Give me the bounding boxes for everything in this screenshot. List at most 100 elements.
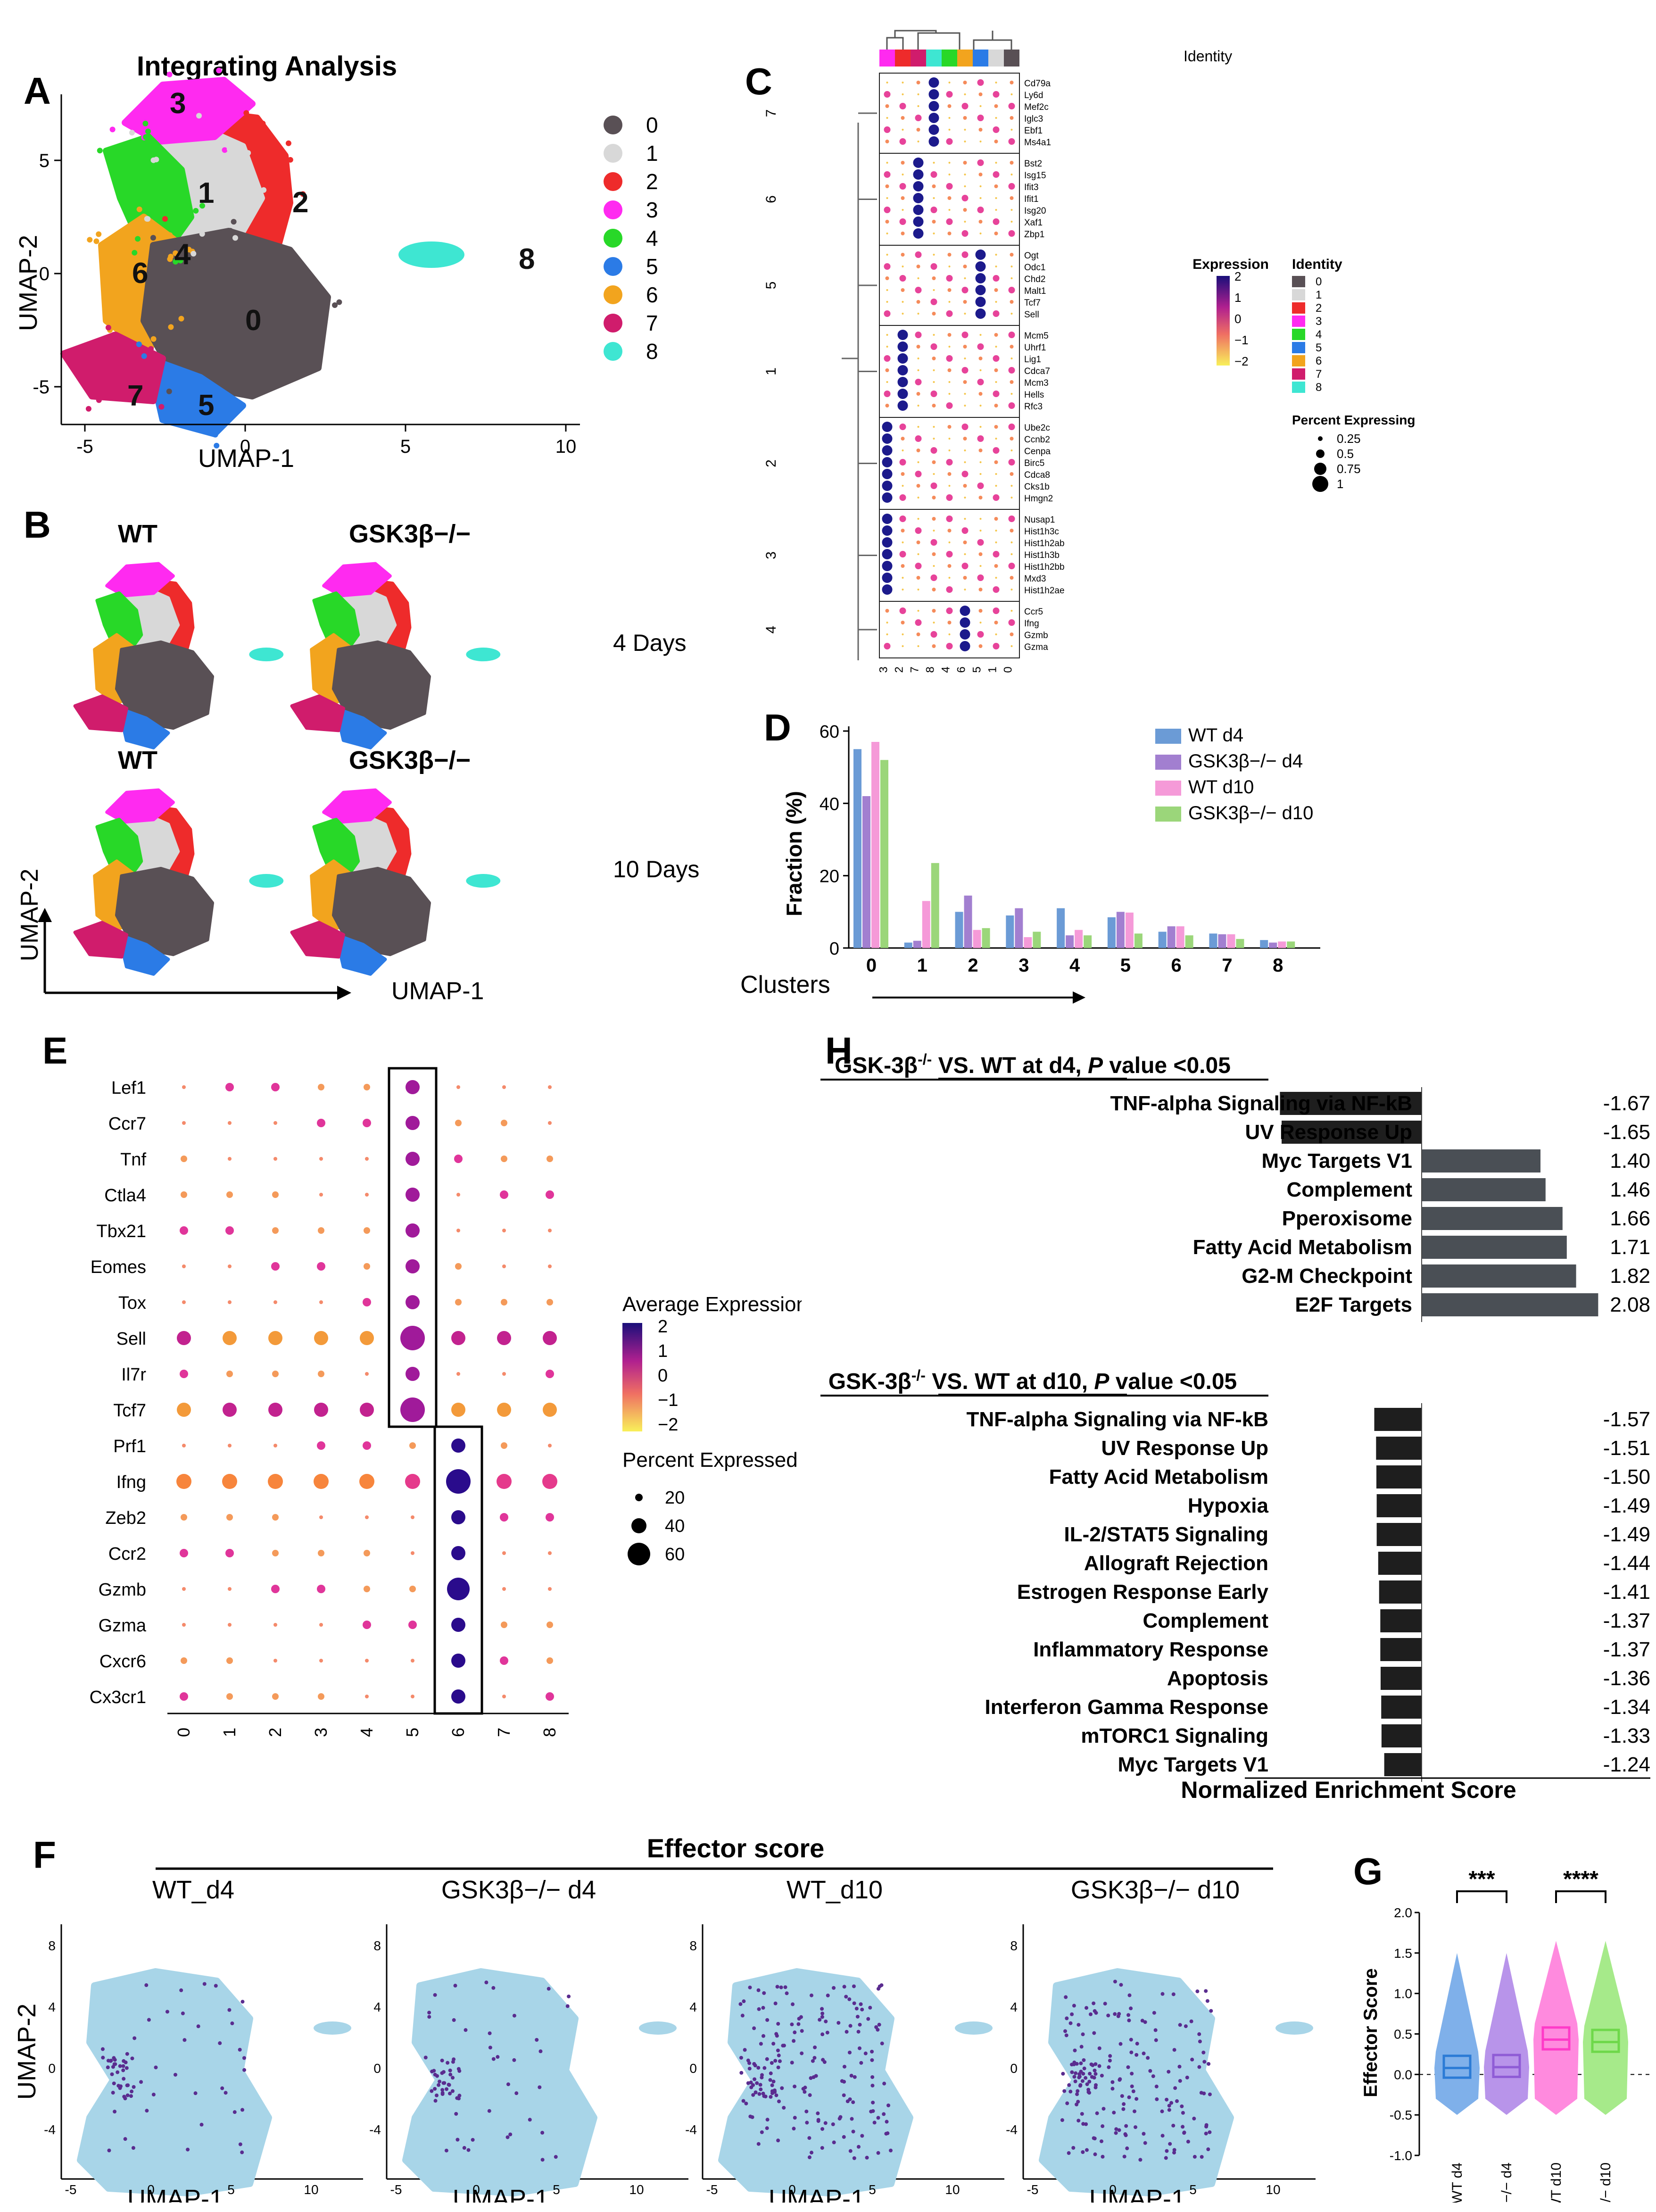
c-dot [964, 589, 966, 590]
f-effector-cell [1117, 2012, 1121, 2016]
f-effector-cell [747, 2061, 752, 2065]
c-dot [930, 343, 937, 350]
c-dot [948, 117, 951, 119]
e-dot [318, 1084, 324, 1090]
f-effector-cell [1081, 2150, 1085, 2154]
e-dot [228, 1157, 232, 1161]
f-effector-cell [753, 2090, 758, 2095]
f-effector-cell [1208, 2092, 1212, 2096]
a-cell-dot [199, 231, 205, 237]
c-gene-label: Isg15 [1024, 171, 1046, 181]
f-effector-cell [445, 2087, 449, 2091]
e-pct-label-40: 40 [665, 1516, 685, 1536]
c-dot [897, 365, 908, 375]
f-effector-cell [107, 2148, 111, 2153]
c-dot [947, 425, 952, 429]
f-effector-cell [792, 2127, 796, 2131]
c-dot [946, 459, 953, 466]
c-dot [899, 551, 906, 557]
f-effector-cell [791, 2002, 795, 2006]
f-effector-cell [1117, 2128, 1121, 2132]
f-effector-cell [132, 2036, 137, 2040]
f-effector-cell [1065, 2016, 1069, 2021]
a-cluster-label-4: 4 [174, 238, 191, 271]
e-dot [181, 1156, 187, 1162]
a-cell-dot [116, 183, 122, 190]
f-effector-cell [1160, 2134, 1165, 2138]
b-3-cluster-3-region [322, 788, 392, 824]
e-gene-label: Ctla4 [104, 1186, 146, 1206]
c-identity-label-5: 5 [1316, 341, 1322, 354]
f-effector-cell [851, 2100, 855, 2104]
f-effector-cell [1182, 2131, 1186, 2135]
c-dot [916, 541, 920, 544]
f-effector-cell [811, 2075, 816, 2079]
c-gene-label: Mcm5 [1024, 331, 1049, 341]
e-dot [406, 1188, 420, 1202]
e-avg-tick: 2 [658, 1317, 668, 1337]
f-effector-cell [776, 2048, 780, 2053]
a-cluster-label-3: 3 [170, 87, 186, 120]
c-dot [993, 643, 1000, 649]
c-gene-label: Bst2 [1024, 159, 1042, 169]
c-dot [899, 516, 906, 522]
e-dot [501, 1622, 507, 1628]
a-cell-dot [253, 182, 259, 188]
c-column-label-7: 7 [909, 666, 921, 673]
c-dot [882, 584, 893, 595]
f-subtitle-3: GSK3β−/− d10 [1071, 1876, 1240, 1904]
f-effector-cell [837, 2116, 842, 2121]
e-pct-dot-20 [635, 1494, 643, 1501]
f-effector-cell [765, 2126, 769, 2130]
f-xtick: 5 [553, 2182, 560, 2197]
d-ytick-label: 0 [829, 939, 839, 959]
f-effector-cell [1075, 2102, 1079, 2106]
f-xtick: -5 [1027, 2182, 1039, 2197]
e-cluster-label: 0 [174, 1728, 193, 1737]
d-bar-GSK3β−/− d10-1 [931, 863, 939, 948]
c-dot [1008, 332, 1015, 338]
c-dot [977, 574, 984, 581]
c-dot [995, 541, 997, 543]
a-cell-dot [193, 208, 199, 214]
c-gene-label: Hist1h2ae [1024, 586, 1065, 596]
c-dot [930, 447, 937, 454]
c-identity-cell-8 [926, 50, 942, 67]
e-dot [268, 1331, 282, 1345]
f-effector-cell [752, 2062, 756, 2066]
c-dot [947, 196, 952, 200]
f-effector-cell [850, 2117, 854, 2121]
b-1-cluster-5-region [334, 707, 387, 749]
c-dot [899, 275, 906, 282]
f-effector-cell [1205, 1999, 1209, 2003]
f-effector-cell [1088, 2012, 1093, 2016]
f-effector-cell [853, 2075, 857, 2079]
c-dot [916, 300, 920, 304]
e-gene-label: Prf1 [113, 1437, 146, 1456]
a-cell-dot [146, 393, 152, 399]
f-effector-cell [130, 2089, 134, 2094]
c-dot [1010, 358, 1013, 359]
a-cell-dot [150, 336, 157, 342]
c-dot [915, 471, 922, 477]
panel-b-xlabel: UMAP-1 [391, 978, 484, 1000]
a-cell-dot [142, 120, 149, 126]
c-dot [946, 643, 953, 649]
e-dot [548, 1229, 552, 1232]
f-umap-cells [1039, 1968, 1234, 2196]
c-dot [882, 469, 893, 479]
c-dot [946, 355, 953, 362]
f-effector-cell [866, 2017, 870, 2021]
c-dot [961, 195, 969, 201]
a-cell-dot [143, 134, 149, 140]
f-effector-cell [1206, 2147, 1210, 2152]
c-dot [930, 171, 937, 178]
f-effector-cell [1180, 2104, 1184, 2108]
a-cell-dot [214, 442, 220, 449]
b-0-cluster-8-region [249, 648, 284, 662]
a-cell-dot [97, 148, 103, 154]
b-3-cluster-5-region [334, 933, 387, 976]
a-cell-dot [167, 232, 173, 238]
e-dot [318, 1550, 324, 1556]
